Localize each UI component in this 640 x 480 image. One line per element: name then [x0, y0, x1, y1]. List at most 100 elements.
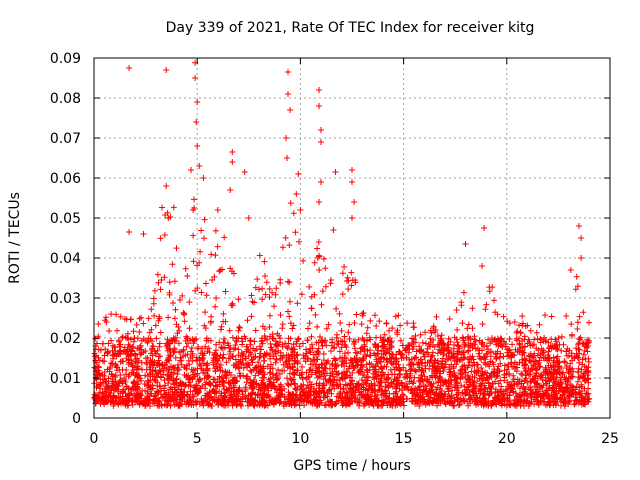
data-point [474, 361, 481, 368]
data-point [482, 377, 489, 384]
data-point [165, 397, 172, 404]
data-point [115, 337, 122, 344]
data-point [363, 396, 370, 403]
data-point [540, 349, 547, 356]
data-point [475, 350, 482, 357]
data-point [549, 373, 556, 380]
data-point [260, 382, 267, 389]
data-point [194, 262, 201, 269]
data-point [272, 291, 279, 298]
data-point [441, 364, 448, 371]
data-point [291, 380, 298, 387]
data-point [383, 393, 390, 400]
data-point [113, 395, 119, 402]
data-point [496, 354, 503, 361]
data-point [137, 351, 144, 358]
data-point [348, 282, 355, 289]
data-point [335, 383, 342, 390]
data-point [517, 397, 524, 404]
data-point [580, 351, 587, 358]
data-point [537, 351, 544, 358]
data-point [556, 370, 563, 377]
data-point [119, 378, 126, 385]
data-point [334, 331, 340, 338]
data-point [277, 392, 284, 399]
x-tick-labels: 0 5 10 15 20 25 [90, 431, 619, 447]
data-point [239, 353, 246, 360]
data-point [334, 340, 341, 347]
data-point [127, 343, 133, 349]
data-point [114, 367, 121, 374]
data-point [536, 321, 543, 328]
data-point [181, 382, 188, 389]
data-point [336, 310, 343, 317]
data-point [354, 398, 361, 405]
data-point [316, 87, 322, 93]
data-point [110, 355, 116, 362]
data-point [144, 399, 151, 405]
data-point [576, 359, 583, 366]
data-point [136, 315, 143, 322]
data-point [214, 207, 221, 213]
data-point [567, 368, 574, 375]
data-point [299, 363, 306, 370]
data-point [427, 335, 434, 342]
data-point [323, 325, 330, 332]
data-point [454, 374, 461, 381]
data-point [226, 327, 233, 334]
data-point [531, 358, 538, 365]
data-point [412, 396, 419, 403]
data-point [451, 394, 457, 401]
data-point [146, 329, 153, 336]
data-point [415, 398, 422, 405]
data-point [316, 199, 322, 205]
data-point [531, 350, 538, 357]
data-point [138, 314, 145, 321]
data-point [189, 350, 196, 357]
data-point [256, 252, 263, 259]
data-point [573, 273, 580, 280]
data-point [504, 387, 511, 394]
data-point [519, 313, 526, 320]
data-point [469, 373, 476, 380]
data-point [537, 363, 544, 370]
x-tick-label: 20 [498, 431, 516, 447]
data-point [519, 322, 526, 329]
data-point [163, 340, 170, 347]
data-point [451, 402, 458, 409]
data-point [541, 334, 548, 341]
data-point [187, 388, 194, 395]
data-point [266, 294, 273, 301]
data-point [312, 311, 319, 318]
data-point [494, 373, 501, 380]
data-point [426, 365, 433, 372]
y-tick-label: 0 [72, 411, 81, 427]
data-point [314, 254, 321, 261]
data-point [576, 313, 583, 320]
data-point [305, 374, 312, 381]
data-point [261, 386, 268, 393]
data-point [398, 379, 405, 386]
data-point [473, 390, 480, 397]
data-point [512, 366, 519, 372]
data-point [178, 357, 185, 364]
data-point [247, 338, 253, 345]
data-point [364, 367, 371, 374]
data-point [533, 329, 540, 336]
data-point [386, 350, 393, 357]
data-point [294, 357, 301, 364]
data-point [330, 373, 336, 380]
data-point [308, 305, 315, 312]
data-point [304, 391, 311, 398]
data-point [242, 395, 249, 402]
data-point [165, 380, 172, 387]
data-point [337, 320, 344, 326]
data-point [440, 368, 447, 374]
data-point [95, 354, 102, 361]
data-point [168, 369, 175, 376]
data-point [479, 263, 485, 269]
data-point [352, 279, 359, 286]
data-point [444, 341, 451, 348]
data-point [429, 389, 436, 395]
data-point [194, 285, 201, 292]
